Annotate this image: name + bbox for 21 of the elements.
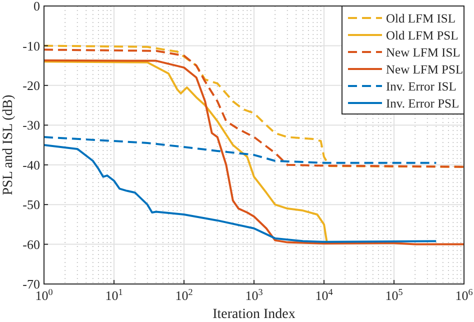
legend-label: Inv. Error ISL <box>386 79 456 94</box>
y-axis-title: PSL and ISL (dB) <box>1 94 16 196</box>
y-tick-label: -60 <box>22 236 40 252</box>
y-tick-label: -10 <box>22 38 40 54</box>
x-tick-label: 10$^{1}$ <box>105 287 123 303</box>
legend-label: Old LFM ISL <box>386 11 456 26</box>
x-axis-title: Iteration Index <box>212 307 296 322</box>
legend-label: Old LFM PSL <box>386 28 458 42</box>
legend-label: New LFM ISL <box>386 45 460 60</box>
x-tick-label: 10$^{4}$ <box>315 287 334 303</box>
y-tick-label: -40 <box>22 157 40 172</box>
y-tick-label: -30 <box>22 118 40 133</box>
legend-label: Inv. Error PSL <box>386 96 460 110</box>
x-tick-label: 10$^{5}$ <box>385 287 404 303</box>
y-tick-label: 0 <box>34 0 40 14</box>
x-tick-label: 10$^{6}$ <box>455 287 474 303</box>
legend-label: New LFM PSL <box>386 62 464 76</box>
y-tick-label: -20 <box>22 78 40 93</box>
y-tick-label: -50 <box>22 197 40 212</box>
x-tick-label: 10$^{3}$ <box>245 287 264 303</box>
x-tick-label: 10$^{2}$ <box>175 287 194 303</box>
